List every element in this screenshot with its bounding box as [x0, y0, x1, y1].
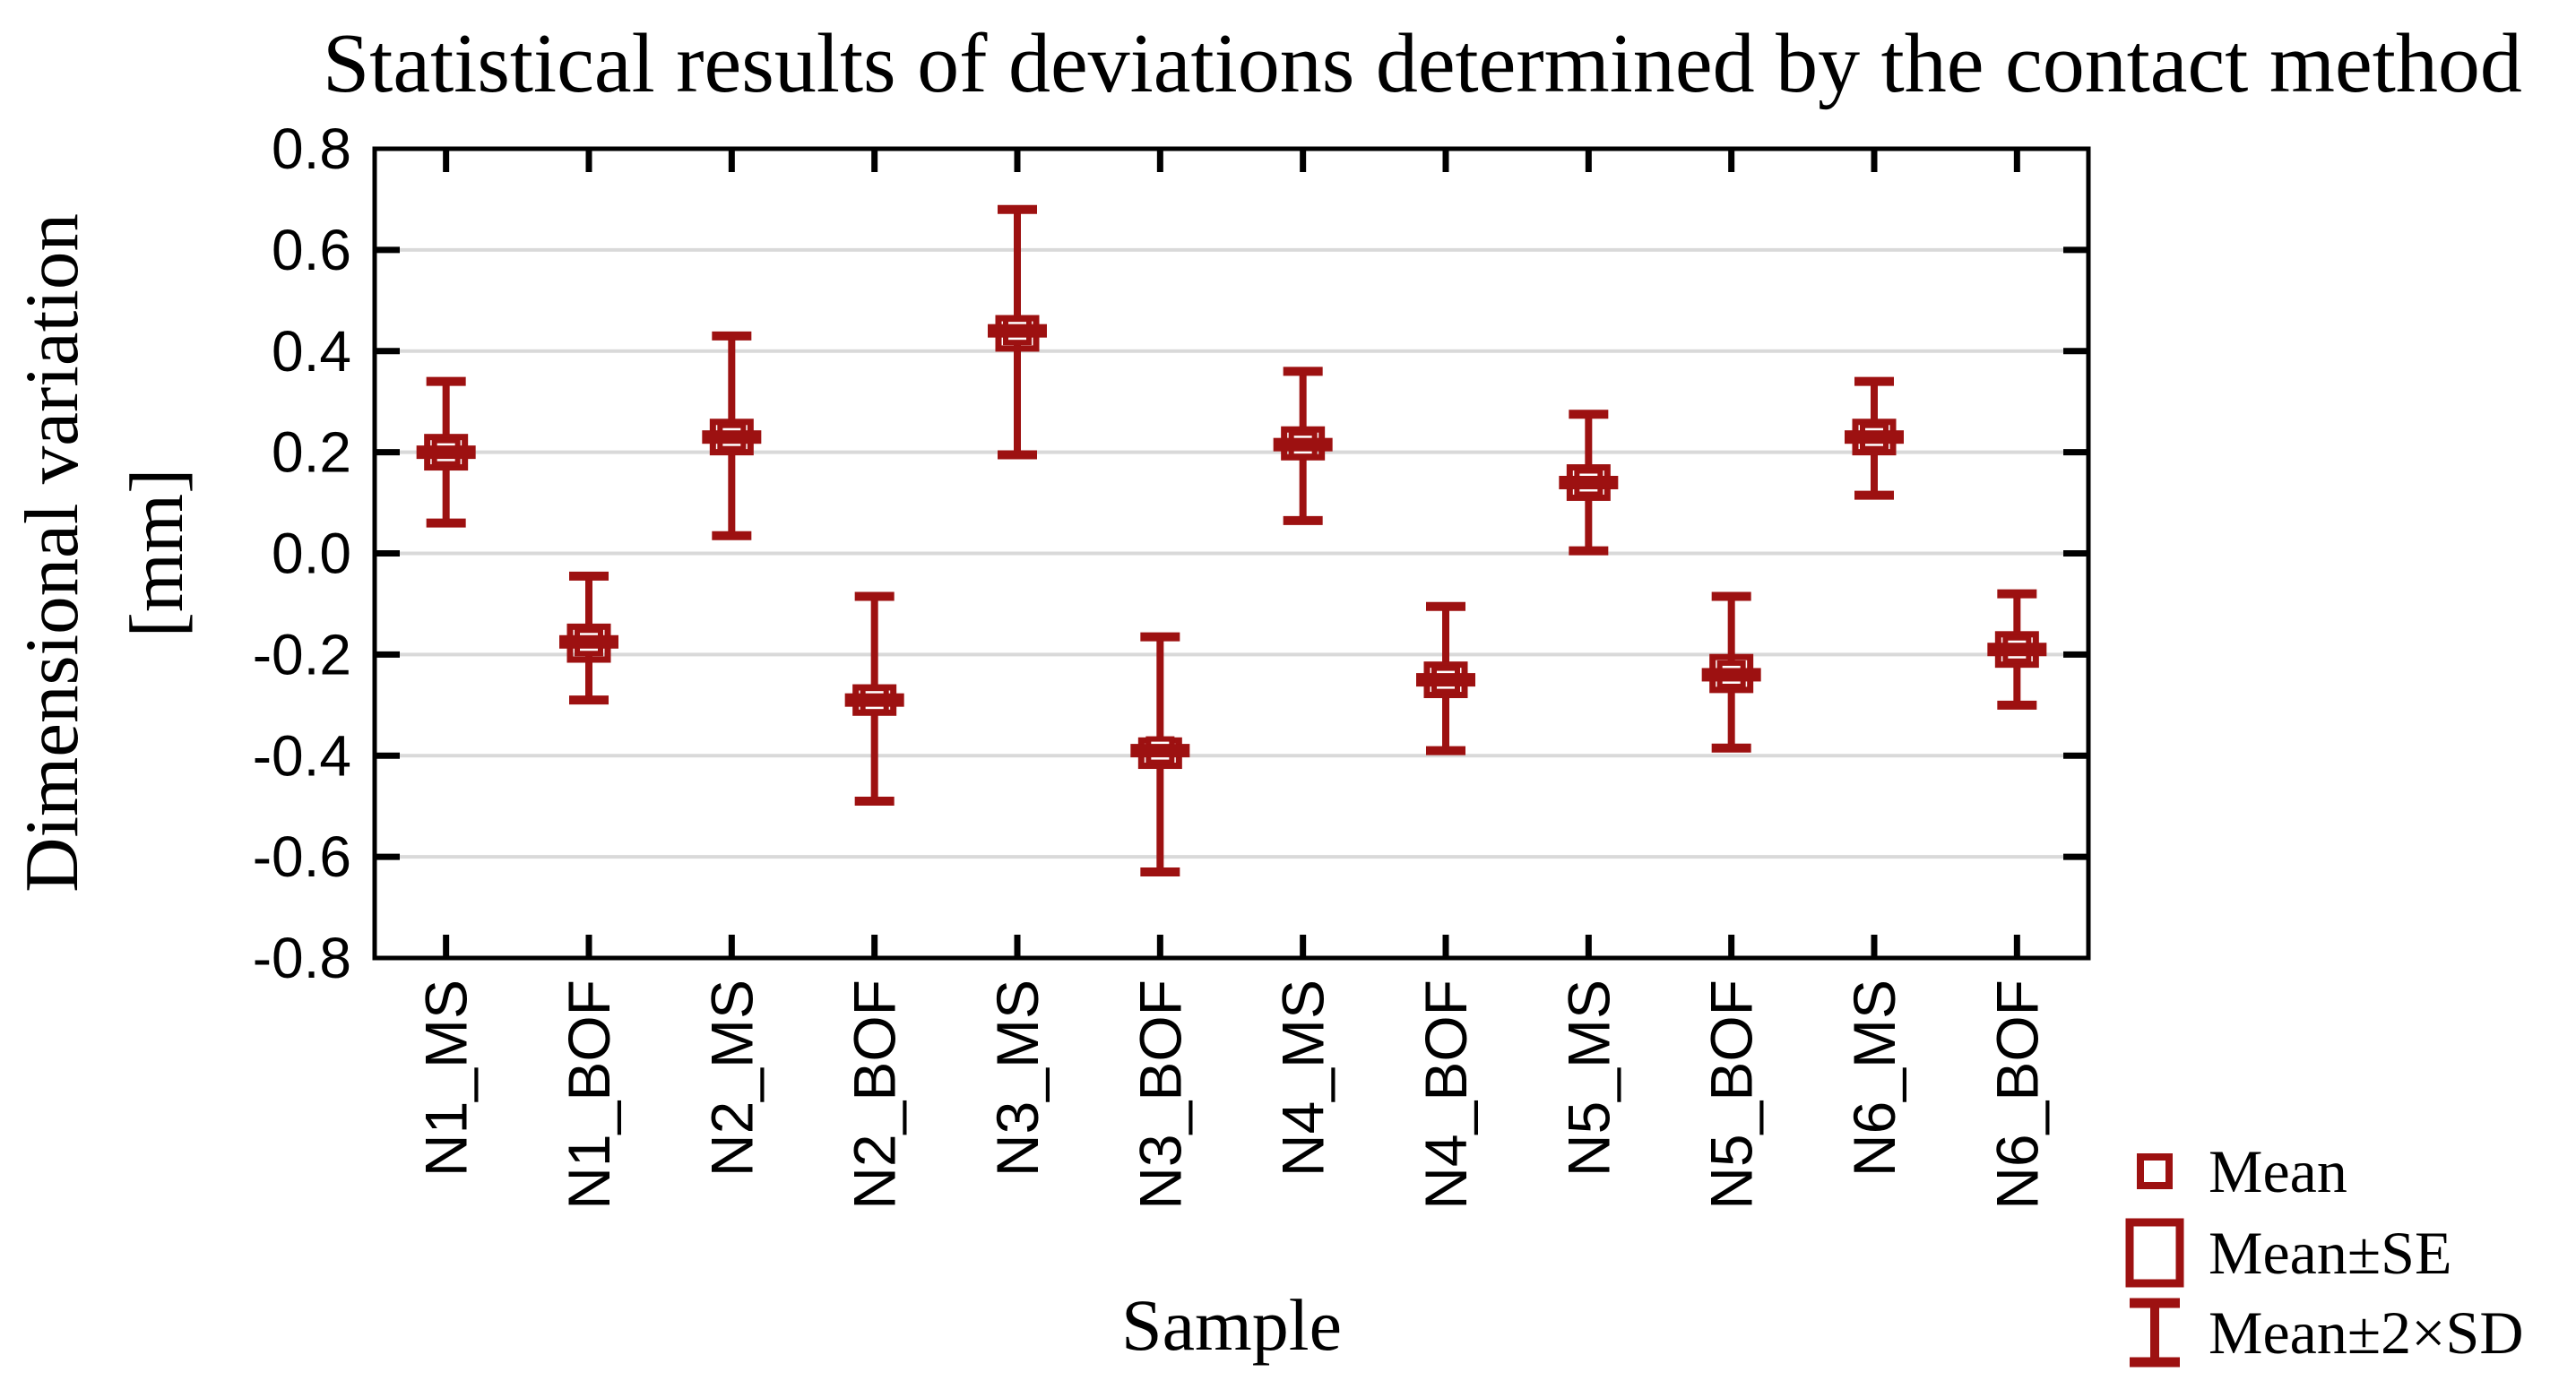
- legend-label: Mean±2×SD: [2209, 1298, 2524, 1367]
- mean-bar: [1701, 668, 1761, 682]
- marker-N3_BOF: [1130, 632, 1190, 877]
- marker-N2_MS: [702, 331, 762, 540]
- y-tick-label: 0.8: [272, 116, 351, 181]
- mean-bar: [844, 693, 904, 707]
- marker-N4_BOF: [1416, 601, 1475, 755]
- x-tick-label: N6_BOF: [1984, 979, 2050, 1210]
- mean-bar: [1559, 475, 1619, 489]
- marker-N5_BOF: [1701, 591, 1761, 753]
- marker-N5_MS: [1559, 410, 1619, 556]
- y-tick-label: -0.6: [253, 824, 351, 889]
- mean-bar: [1416, 673, 1475, 687]
- mean-square-icon: [2122, 1152, 2187, 1190]
- x-tick-label: N6_MS: [1841, 979, 1907, 1177]
- marker-N1_MS: [416, 376, 476, 528]
- marker-N6_BOF: [1987, 589, 2047, 710]
- x-tick-label: N5_MS: [1555, 979, 1621, 1177]
- legend-label: Mean±SE: [2209, 1218, 2452, 1287]
- marker-N4_MS: [1273, 367, 1333, 525]
- y-tick-label: 0.6: [272, 218, 351, 282]
- sd-whisker-icon: [2122, 1295, 2187, 1370]
- legend-label: Mean: [2209, 1136, 2347, 1205]
- legend-item-mean: Mean: [2122, 1137, 2347, 1205]
- x-axis-title: Sample: [1121, 1284, 1342, 1366]
- y-tick-label: 0.0: [272, 522, 351, 586]
- marker-N3_MS: [988, 204, 1047, 460]
- mean-bar: [1130, 744, 1190, 758]
- mean-bar: [988, 324, 1047, 338]
- y-tick-label: 0.4: [272, 319, 351, 384]
- mean-bar: [1273, 437, 1333, 452]
- chart-title: Statistical results of deviations determ…: [323, 17, 2522, 110]
- x-tick-label: N4_BOF: [1413, 979, 1479, 1210]
- se-box-icon: [2122, 1217, 2187, 1289]
- x-tick-label: N2_MS: [698, 979, 765, 1177]
- y-tick-label: 0.2: [272, 420, 351, 485]
- mean-bar: [559, 634, 618, 649]
- legend-item-mean-se: Mean±SE: [2122, 1213, 2452, 1292]
- mean-bar: [1845, 430, 1904, 444]
- x-tick-label: N3_BOF: [1127, 979, 1193, 1210]
- x-tick-label: N5_BOF: [1699, 979, 1765, 1210]
- x-tick-label: N3_MS: [984, 979, 1050, 1177]
- x-tick-label: N4_MS: [1270, 979, 1336, 1177]
- legend-item-mean-2sd: Mean±2×SD: [2122, 1294, 2523, 1371]
- x-tick-label: N1_MS: [413, 979, 480, 1177]
- y-tick-label: -0.2: [253, 622, 351, 686]
- x-tick-label: N2_BOF: [842, 979, 908, 1210]
- mean-bar: [1987, 643, 2047, 657]
- marker-N2_BOF: [844, 591, 904, 807]
- mean-bar: [416, 445, 476, 460]
- y-tick-label: -0.4: [253, 723, 351, 788]
- marker-N1_BOF: [559, 571, 618, 705]
- x-tick-label: N1_BOF: [556, 979, 622, 1210]
- marker-N6_MS: [1845, 376, 1904, 500]
- y-tick-label: -0.8: [253, 926, 351, 990]
- mean-bar: [702, 430, 762, 444]
